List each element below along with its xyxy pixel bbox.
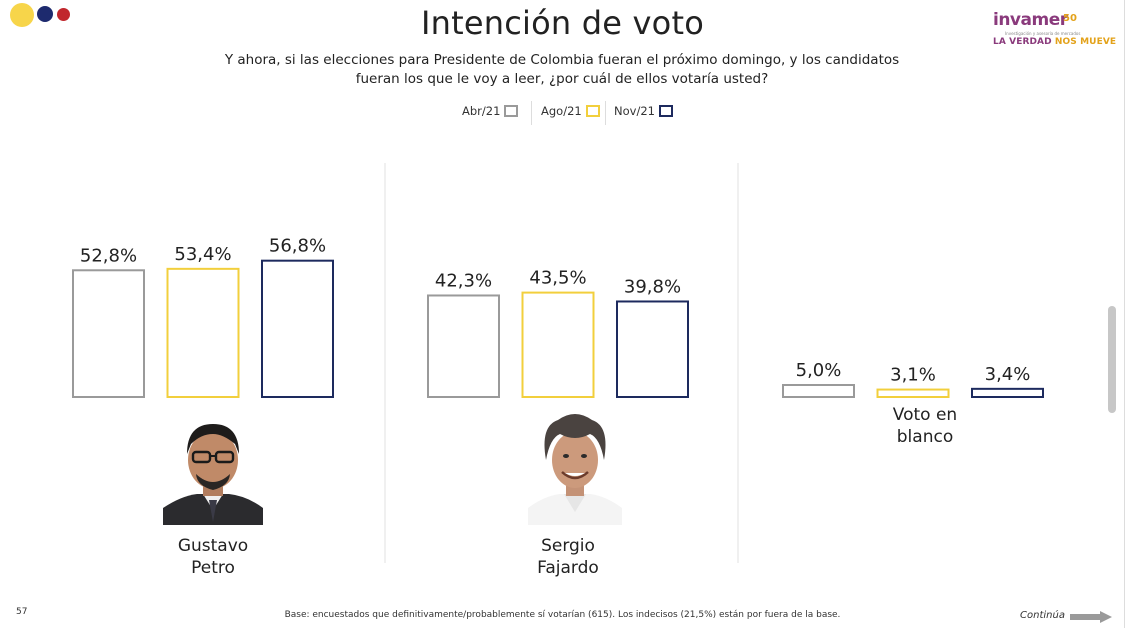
data-label-ago: 53,4% [174, 244, 231, 265]
bar-abr [782, 384, 855, 398]
bar-nov [971, 387, 1044, 398]
page-subtitle: Y ahora, si las elecciones para Presiden… [212, 51, 912, 89]
data-label-ago: 43,5% [529, 268, 586, 289]
legend-item-abr: Abr/21 [462, 104, 519, 118]
logo-brand: invamer [993, 10, 1068, 30]
label-line: Gustavo [177, 536, 249, 556]
portrait-icon [528, 414, 622, 525]
navy-dot-icon [37, 6, 53, 22]
bar-ago [876, 388, 950, 398]
bar-ago [521, 291, 595, 399]
logo-tagline-part-1: LA VERDAD [993, 37, 1052, 47]
bar-abr [427, 294, 500, 399]
data-label-nov: 39,8% [624, 276, 681, 297]
logo-tagline-part-2: NOS MUEVE [1054, 37, 1117, 47]
data-label-ago: 3,1% [890, 365, 936, 386]
bar-nov [261, 259, 334, 398]
data-label-abr: 42,3% [435, 270, 492, 291]
label-line: Petro [191, 558, 235, 578]
logo-tagline: LA VERDAD NOS MUEVE [993, 37, 1116, 47]
legend-swatch-abr [504, 105, 519, 117]
legend-separator [605, 101, 606, 125]
slide-number: 57 [16, 607, 28, 617]
label-line: Sergio [541, 536, 595, 556]
subtitle-line-1: Y ahora, si las elecciones para Presiden… [224, 52, 900, 68]
scrollbar-thumb[interactable] [1108, 306, 1116, 413]
logo-small-text: Investigación y asesoría de mercados [1005, 31, 1081, 36]
page-title: Intención de voto [421, 4, 704, 42]
candidate-label-fajardo: Sergio Fajardo [515, 535, 621, 579]
portrait-icon [163, 424, 263, 525]
legend-item-ago: Ago/21 [541, 104, 600, 118]
invamer-logo: invamer 50 Investigación y asesoría de m… [993, 10, 1116, 50]
candidate-label-blanco: Voto en blanco [872, 404, 978, 448]
legend-label-ago: Ago/21 [541, 104, 582, 118]
label-line: blanco [896, 427, 954, 447]
data-label-abr: 5,0% [796, 360, 842, 381]
label-line: Voto en [892, 405, 958, 425]
legend-label-abr: Abr/21 [462, 104, 501, 118]
candidate-label-petro: Gustavo Petro [160, 535, 266, 579]
footnote: Base: encuestados que definitivamente/pr… [284, 610, 841, 620]
gustavo-petro-photo [163, 410, 263, 525]
subtitle-line-2: fueran los que le voy a leer, ¿por cuál … [355, 71, 769, 87]
yellow-dot-icon [10, 3, 34, 27]
bar-ago [166, 267, 240, 398]
bars-layer: 52,8% 53,4% 56,8% 42,3% 43,5% 39,8% 5,0% 3,1% 3,… [72, 236, 1044, 399]
continue-label[interactable]: Continúa [1020, 610, 1065, 621]
bar-nov [616, 300, 689, 399]
data-label-nov: 56,8% [269, 236, 326, 257]
legend-label-nov: Nov/21 [614, 104, 655, 118]
arrow-right-icon[interactable] [1070, 611, 1112, 623]
label-line: Fajardo [537, 558, 599, 578]
data-label-nov: 3,4% [985, 364, 1031, 385]
sergio-fajardo-photo [528, 408, 622, 525]
legend-swatch-ago [585, 105, 600, 117]
red-dot-icon [57, 8, 70, 21]
data-label-abr: 52,8% [80, 245, 137, 266]
bar-abr [72, 269, 145, 398]
legend-item-nov: Nov/21 [614, 104, 673, 118]
logo-anniversary: 50 [1063, 13, 1077, 24]
legend-swatch-nov [658, 105, 673, 117]
legend-separator [531, 101, 532, 125]
